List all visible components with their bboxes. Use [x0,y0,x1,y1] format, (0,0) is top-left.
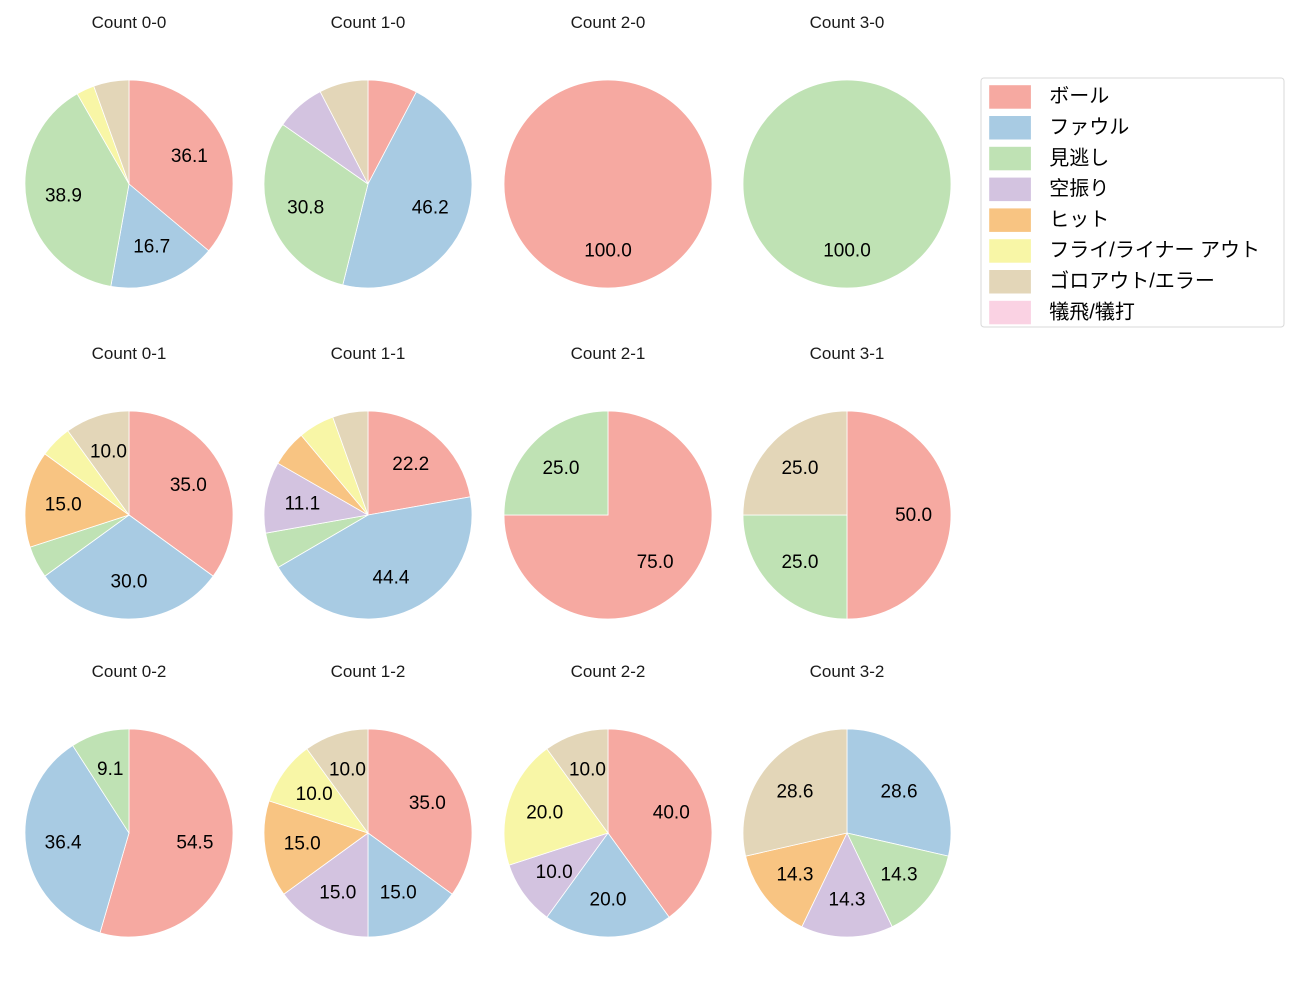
svg-text:Count 0-1: Count 0-1 [92,344,167,363]
svg-text:見逃し: 見逃し [1049,146,1109,169]
svg-text:15.0: 15.0 [319,882,356,903]
svg-text:14.3: 14.3 [881,865,918,886]
svg-text:35.0: 35.0 [170,475,207,496]
svg-text:15.0: 15.0 [45,495,82,516]
svg-text:100.0: 100.0 [584,241,632,262]
svg-text:犠飛/犠打: 犠飛/犠打 [1049,300,1135,323]
svg-text:ボール: ボール [1049,85,1109,108]
svg-text:22.2: 22.2 [392,454,429,475]
svg-text:Count 2-0: Count 2-0 [571,13,646,32]
svg-text:Count 1-1: Count 1-1 [331,344,406,363]
svg-text:40.0: 40.0 [653,802,690,823]
svg-text:20.0: 20.0 [526,802,563,823]
svg-text:Count 3-0: Count 3-0 [810,13,885,32]
svg-text:100.0: 100.0 [823,241,871,262]
svg-text:ゴロアウト/エラー: ゴロアウト/エラー [1049,270,1215,293]
svg-text:14.3: 14.3 [829,890,866,911]
svg-text:空振り: 空振り [1049,177,1109,200]
svg-text:50.0: 50.0 [895,505,932,526]
svg-text:28.6: 28.6 [881,782,918,803]
svg-text:10.0: 10.0 [536,862,573,883]
svg-text:25.0: 25.0 [542,458,579,479]
svg-text:46.2: 46.2 [412,198,449,219]
svg-text:44.4: 44.4 [372,567,409,588]
svg-text:14.3: 14.3 [776,865,813,886]
svg-text:30.0: 30.0 [111,572,148,593]
svg-text:9.1: 9.1 [97,759,123,780]
svg-text:Count 3-2: Count 3-2 [810,662,885,681]
svg-text:36.1: 36.1 [171,146,208,167]
svg-text:54.5: 54.5 [176,832,213,853]
svg-text:Count 1-0: Count 1-0 [331,13,406,32]
svg-text:フライ/ライナー アウト: フライ/ライナー アウト [1049,240,1260,262]
svg-text:30.8: 30.8 [287,197,324,218]
svg-text:11.1: 11.1 [285,494,321,515]
svg-text:25.0: 25.0 [781,458,818,479]
svg-text:15.0: 15.0 [284,833,321,854]
svg-text:Count 2-2: Count 2-2 [571,662,646,681]
svg-text:10.0: 10.0 [90,442,127,463]
svg-text:38.9: 38.9 [45,185,82,206]
svg-text:10.0: 10.0 [329,760,366,781]
svg-text:16.7: 16.7 [133,237,170,258]
svg-text:28.6: 28.6 [776,782,813,803]
svg-text:10.0: 10.0 [296,784,333,805]
svg-text:Count 3-1: Count 3-1 [810,344,885,363]
svg-text:Count 2-1: Count 2-1 [571,344,646,363]
svg-text:75.0: 75.0 [637,552,674,573]
svg-text:Count 0-0: Count 0-0 [92,13,167,32]
svg-text:15.0: 15.0 [380,882,417,903]
svg-text:20.0: 20.0 [590,890,627,911]
svg-text:Count 0-2: Count 0-2 [92,662,167,681]
svg-text:ヒット: ヒット [1049,209,1109,231]
svg-text:36.4: 36.4 [45,833,82,854]
svg-text:35.0: 35.0 [409,793,446,814]
svg-text:10.0: 10.0 [569,760,606,781]
svg-text:ファウル: ファウル [1049,117,1129,139]
svg-text:25.0: 25.0 [781,552,818,573]
svg-text:Count 1-2: Count 1-2 [331,662,406,681]
